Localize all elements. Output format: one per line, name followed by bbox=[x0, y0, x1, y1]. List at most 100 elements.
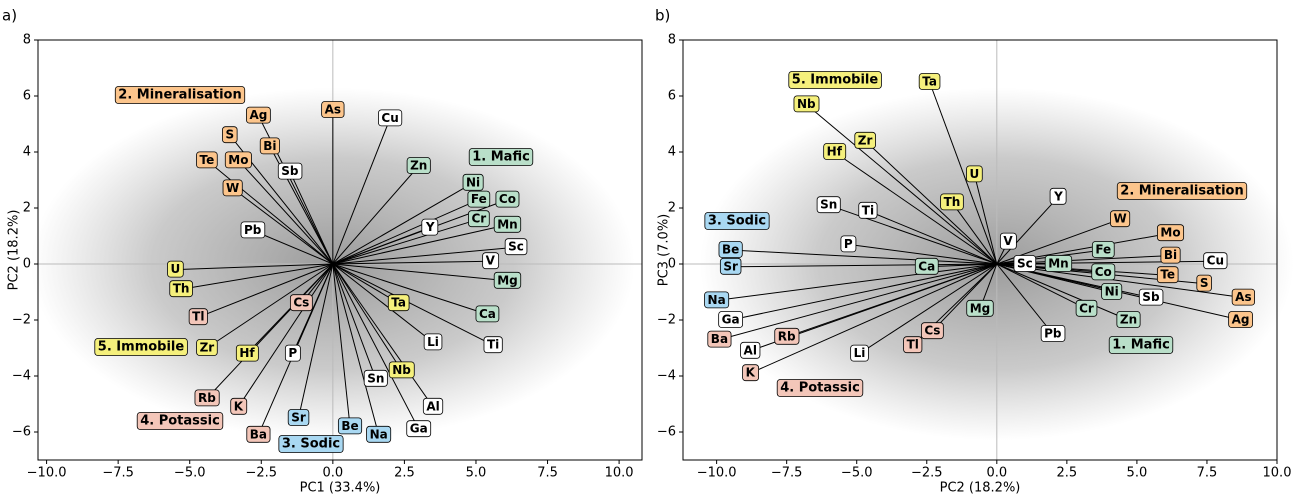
loading-vector bbox=[332, 263, 508, 282]
label-box: 2. Mineralisation bbox=[1110, 210, 1131, 228]
x-tick-label: −2.5 bbox=[245, 466, 277, 481]
label-box: 2. Mineralisation bbox=[259, 137, 280, 155]
label-box: 3. Sodic bbox=[704, 291, 730, 309]
loading-label: Ta bbox=[922, 75, 937, 89]
loading-vector bbox=[175, 263, 333, 271]
label-box: 4. Potassic bbox=[246, 425, 271, 443]
loading-label: Rb bbox=[198, 391, 216, 405]
x-tick-label: 10.0 bbox=[605, 466, 634, 481]
loading-label: Ti bbox=[862, 203, 874, 217]
loading-vector bbox=[238, 160, 334, 265]
loading-label: Bi bbox=[1164, 248, 1177, 262]
label-box: 2. Mineralisation bbox=[1228, 311, 1253, 328]
label-box bbox=[1040, 325, 1066, 342]
group-label: 2. Mineralisation bbox=[118, 88, 241, 103]
loading-label: Fe bbox=[471, 192, 487, 206]
loading-label: Sc bbox=[508, 240, 524, 254]
x-tick-label: −2.5 bbox=[911, 466, 943, 481]
group-annotations: 1. Mafic 2. Mineralisation 3. Sodic 4. Pota… bbox=[94, 86, 534, 453]
x-tick-label: −5.0 bbox=[841, 466, 873, 481]
label-box: 4. Potassic bbox=[707, 330, 732, 348]
group-box bbox=[1108, 336, 1174, 354]
loading-vector bbox=[332, 263, 377, 379]
label-box bbox=[482, 252, 500, 270]
y-tick-label: 8 bbox=[23, 33, 31, 48]
loading-vector bbox=[996, 196, 1059, 265]
label-box: 5. Immobile bbox=[918, 73, 941, 90]
loading-vector bbox=[332, 118, 391, 265]
group-box bbox=[788, 71, 882, 89]
loading-label: Ag bbox=[1232, 313, 1250, 327]
loading-label: Co bbox=[1095, 265, 1112, 279]
y-axis-label: PC2 (18.2%) bbox=[7, 210, 22, 291]
loading-labels: 5. ImmobileTa5. ImmobileNb5. ImmobileZr5… bbox=[704, 73, 1255, 382]
loading-vector bbox=[198, 263, 334, 318]
loading-label: Y bbox=[425, 220, 435, 234]
label-box bbox=[1013, 255, 1037, 272]
x-tick-label: 0.0 bbox=[986, 466, 1007, 481]
group-label: 4. Potassic bbox=[140, 414, 220, 429]
loading-label: Sb bbox=[281, 164, 299, 178]
label-box: 2. Mineralisation bbox=[196, 151, 218, 169]
label-box: 1. Mafic bbox=[495, 190, 520, 208]
label-box: 5. Immobile bbox=[823, 143, 847, 160]
label-box: 1. Mafic bbox=[468, 210, 490, 228]
group-box bbox=[94, 338, 188, 356]
loading-label: Na bbox=[370, 427, 388, 441]
loading-label: Sn bbox=[820, 198, 837, 212]
label-box bbox=[816, 196, 841, 214]
loading-label: Hf bbox=[239, 346, 255, 360]
x-axis-label: PC2 (18.2%) bbox=[940, 481, 1021, 496]
label-box: 5. Immobile bbox=[966, 165, 983, 183]
loading-label: V bbox=[1003, 234, 1013, 248]
loading-label: Cs bbox=[293, 296, 309, 310]
loading-label: Zr bbox=[858, 133, 873, 147]
label-box bbox=[740, 341, 761, 359]
loading-vector bbox=[332, 263, 402, 371]
loading-label: Mo bbox=[228, 153, 248, 167]
label-box: 1. Mafic bbox=[1091, 263, 1116, 281]
loading-label: Na bbox=[708, 293, 726, 307]
loading-label: K bbox=[746, 366, 756, 380]
loading-vector bbox=[206, 160, 334, 265]
loading-vector bbox=[332, 263, 399, 304]
group-label: 2. Mineralisation bbox=[1120, 184, 1243, 199]
loading-label: Tl bbox=[907, 338, 919, 352]
loading-label: Pb bbox=[1044, 327, 1062, 341]
loading-vector bbox=[996, 263, 1054, 335]
label-box: 1. Mafic bbox=[1091, 241, 1115, 258]
label-box bbox=[284, 344, 301, 362]
label-box: 2. Mineralisation bbox=[224, 151, 252, 169]
loading-label: Zr bbox=[200, 341, 215, 355]
label-box: 4. Potassic bbox=[774, 327, 800, 345]
loading-label: Ni bbox=[466, 175, 480, 189]
y-tick-label: 6 bbox=[668, 89, 676, 104]
loading-label: Li bbox=[854, 346, 866, 360]
loading-label: As bbox=[1235, 290, 1251, 304]
loading-vector bbox=[332, 224, 508, 265]
label-box: 4. Potassic bbox=[188, 308, 208, 326]
loading-label: Co bbox=[499, 192, 516, 206]
group-box bbox=[1116, 182, 1248, 200]
label-box bbox=[840, 235, 857, 253]
label-box: 1. Mafic bbox=[914, 257, 939, 275]
loading-label: Sr bbox=[291, 411, 306, 425]
x-tick-label: −5.0 bbox=[174, 466, 206, 481]
plot-frame bbox=[37, 39, 643, 461]
label-box: 2. Mineralisation bbox=[222, 179, 243, 197]
x-tick-label: 2.5 bbox=[1057, 466, 1078, 481]
loading-label: K bbox=[234, 399, 244, 413]
loading-label: Be bbox=[722, 243, 739, 257]
loading-vector bbox=[996, 263, 1244, 299]
loading-label: Te bbox=[200, 153, 215, 167]
loading-label: Mn bbox=[1048, 257, 1068, 271]
loading-vector bbox=[232, 188, 334, 265]
label-box: 3. Sodic bbox=[366, 425, 392, 443]
loading-label: Cu bbox=[381, 111, 398, 125]
loading-label: Li bbox=[427, 335, 439, 349]
loading-label: Rb bbox=[778, 329, 796, 343]
loading-vector bbox=[805, 104, 998, 265]
loading-vector bbox=[252, 229, 334, 265]
label-box: 3. Sodic bbox=[337, 417, 363, 435]
loading-label: Th bbox=[944, 195, 961, 209]
